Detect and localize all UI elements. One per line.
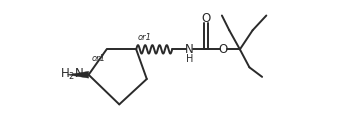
Polygon shape: [68, 71, 89, 78]
Text: or1: or1: [92, 54, 106, 63]
Text: H$_2$N: H$_2$N: [60, 67, 84, 82]
Text: O: O: [201, 12, 211, 25]
Text: or1: or1: [137, 33, 151, 42]
Text: H: H: [186, 54, 193, 64]
Text: O: O: [219, 43, 228, 56]
Text: N: N: [185, 43, 194, 56]
